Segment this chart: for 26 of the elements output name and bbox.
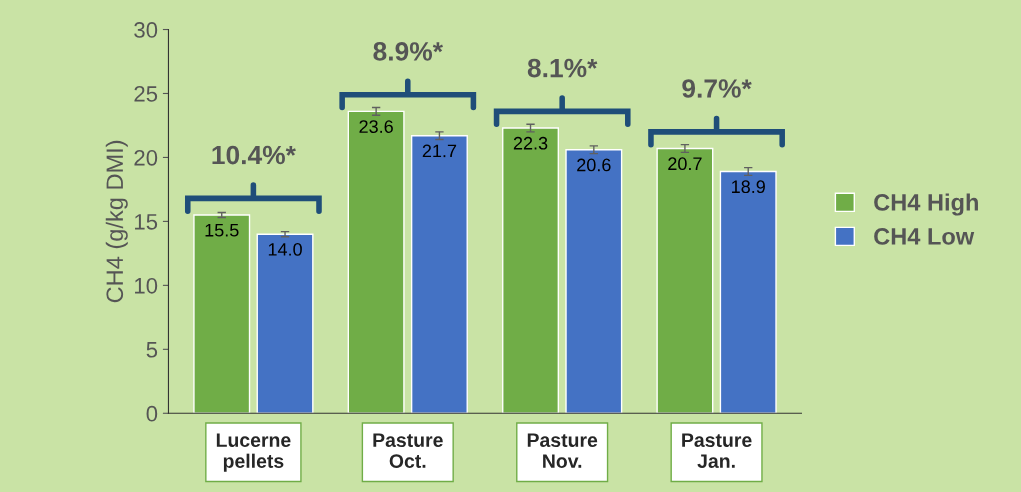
x-tick-label: Pasture Oct.	[373, 433, 443, 468]
y-tick-label: 20	[134, 149, 158, 166]
annotation: 10.4%*	[212, 145, 296, 165]
data-label: 14.0	[268, 243, 302, 256]
data-label: 18.9	[732, 180, 765, 194]
data-label: 20.6	[577, 158, 611, 172]
data-label: 15.5	[205, 224, 239, 237]
annotation: 8.1%*	[527, 58, 598, 78]
data-label: 20.7	[668, 157, 702, 171]
y-tick-label: 30	[134, 22, 158, 38]
y-tick-label: 10	[135, 277, 158, 294]
annotation: 8.9%*	[373, 42, 443, 61]
legend-label: CH4 High	[874, 193, 978, 216]
x-tick-label: Lucerne pellets	[216, 433, 291, 472]
x-tick-label: Pasture Jan.	[682, 433, 752, 468]
legend-label: CH4 Low	[874, 228, 975, 245]
y-tick-label: 0	[146, 405, 158, 422]
y-tick-label: 25	[134, 86, 158, 102]
y-tick-label: 15	[135, 214, 158, 230]
data-label: 23.6	[359, 120, 393, 133]
y-tick-label: 5	[146, 342, 158, 358]
x-tick-label: Pasture Nov.	[527, 433, 598, 468]
y-axis-title: CH4 (g/kg DMI)	[105, 140, 128, 303]
data-label: 21.7	[422, 144, 457, 158]
annotation: 9.7%*	[682, 79, 752, 98]
data-label: 22.3	[513, 136, 548, 150]
